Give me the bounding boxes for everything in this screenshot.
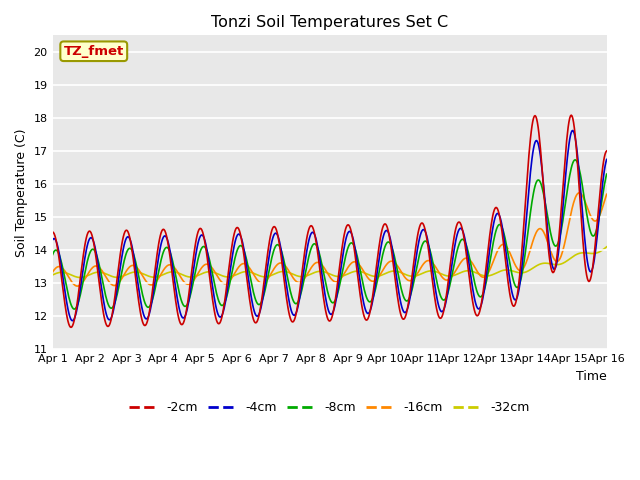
-8cm — [49, 252, 56, 258]
Line: -4cm: -4cm — [52, 131, 607, 321]
-4cm — [603, 156, 611, 162]
-8cm — [376, 266, 383, 272]
-4cm — [569, 128, 577, 133]
-16cm — [603, 192, 611, 197]
-2cm — [568, 112, 575, 118]
-4cm — [195, 238, 203, 243]
-2cm — [49, 229, 56, 235]
-32cm — [603, 244, 611, 250]
-4cm — [376, 253, 383, 259]
-16cm — [376, 273, 383, 278]
Line: -2cm: -2cm — [52, 115, 607, 327]
-8cm — [195, 253, 203, 259]
Y-axis label: Soil Temperature (C): Soil Temperature (C) — [15, 128, 28, 257]
-32cm — [322, 269, 330, 275]
-32cm — [195, 272, 203, 278]
-8cm — [322, 281, 330, 287]
-32cm — [431, 268, 438, 274]
Line: -16cm: -16cm — [52, 193, 607, 286]
Text: TZ_fmet: TZ_fmet — [63, 45, 124, 58]
-16cm — [74, 283, 81, 289]
Title: Tonzi Soil Temperatures Set C: Tonzi Soil Temperatures Set C — [211, 15, 448, 30]
X-axis label: Time: Time — [576, 370, 607, 383]
-16cm — [575, 190, 583, 196]
-8cm — [431, 266, 438, 272]
-2cm — [67, 324, 75, 330]
-4cm — [322, 296, 330, 301]
Line: -8cm: -8cm — [52, 160, 607, 309]
-4cm — [49, 237, 56, 243]
-2cm — [603, 148, 611, 154]
-8cm — [553, 243, 561, 249]
-4cm — [431, 279, 438, 285]
-4cm — [553, 261, 561, 267]
-32cm — [553, 262, 561, 267]
-2cm — [322, 308, 330, 314]
-16cm — [322, 267, 330, 273]
-8cm — [572, 157, 579, 163]
-32cm — [76, 275, 84, 280]
-4cm — [68, 318, 76, 324]
-32cm — [376, 273, 383, 279]
Line: -32cm: -32cm — [52, 247, 607, 277]
-8cm — [70, 306, 78, 312]
-16cm — [553, 259, 561, 264]
-16cm — [431, 262, 438, 268]
-32cm — [171, 269, 179, 275]
Legend: -2cm, -4cm, -8cm, -16cm, -32cm: -2cm, -4cm, -8cm, -16cm, -32cm — [124, 396, 535, 420]
-2cm — [553, 256, 561, 262]
-16cm — [171, 265, 179, 271]
-2cm — [431, 292, 438, 298]
-2cm — [171, 292, 179, 298]
-4cm — [171, 280, 179, 286]
-8cm — [171, 269, 179, 275]
-2cm — [195, 227, 203, 233]
-16cm — [195, 269, 203, 275]
-16cm — [49, 269, 56, 275]
-8cm — [603, 171, 611, 177]
-32cm — [49, 272, 56, 278]
-2cm — [376, 240, 383, 246]
